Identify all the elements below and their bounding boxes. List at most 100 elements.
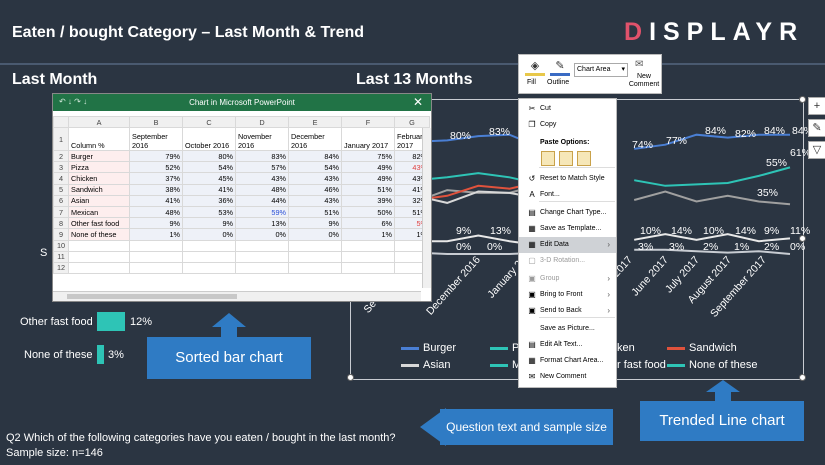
category-cell[interactable]: Other fast food [68,217,130,230]
value-cell[interactable]: 54% [182,161,236,174]
value-cell[interactable]: 75% [341,149,395,163]
value-cell[interactable]: 37% [129,172,183,185]
empty-cell[interactable] [235,239,289,252]
category-cell[interactable]: Asian [68,194,130,207]
header-cell[interactable]: January 2017 [341,127,395,151]
value-cell[interactable]: 51% [288,205,342,219]
column-header[interactable]: A [68,116,130,128]
value-cell[interactable]: 49% [341,172,395,185]
menu-item-save-as-template[interactable]: ▦ Save as Template... [519,221,616,237]
value-cell[interactable]: 79% [129,149,183,163]
value-cell[interactable]: 46% [288,183,342,196]
value-cell[interactable]: 1% [394,228,430,241]
value-cell[interactable]: 84% [288,149,342,163]
outline-label[interactable]: Outline [547,79,570,86]
row-header[interactable]: 5 [53,183,69,196]
chart-element-dropdown[interactable]: Chart Area ▾ [574,63,628,77]
category-cell[interactable]: None of these [68,228,130,241]
horizontal-scrollbar[interactable] [53,291,421,301]
value-cell[interactable]: 38% [129,183,183,196]
category-cell[interactable]: Chicken [68,172,130,185]
empty-cell[interactable] [182,239,236,252]
chart-styles-icon[interactable]: ✎ [808,119,825,137]
value-cell[interactable]: 43% [394,161,430,174]
header-cell[interactable]: September 2016 [129,127,183,151]
value-cell[interactable]: 48% [129,205,183,219]
chart-filter-icon[interactable]: ▽ [808,141,825,159]
row-header[interactable]: 3 [53,161,69,174]
category-cell[interactable]: Burger [68,149,130,163]
menu-item-group[interactable]: ▣ Group › [519,271,616,287]
paste-options-icons[interactable] [541,151,591,168]
fill-label[interactable]: Fill [527,79,536,86]
row-header[interactable]: 4 [53,172,69,185]
empty-cell[interactable] [235,261,289,275]
value-cell[interactable]: 54% [288,161,342,174]
empty-cell[interactable] [68,261,130,275]
outline-icon[interactable]: ✎ [550,59,570,76]
value-cell[interactable]: 32% [394,194,430,207]
value-cell[interactable]: 45% [182,172,236,185]
value-cell[interactable]: 80% [182,149,236,163]
value-cell[interactable]: 43% [288,194,342,207]
value-cell[interactable]: 43% [235,172,289,185]
spreadsheet-grid[interactable]: A B C D E F G 1 Column % September 2016 October 20… [53,116,430,275]
menu-item-3-d-rotation[interactable]: ▢ 3-D Rotation... [519,253,616,269]
header-cell[interactable]: October 2016 [182,127,236,151]
value-cell[interactable]: 41% [129,194,183,207]
resize-handle[interactable] [347,374,354,381]
value-cell[interactable]: 53% [182,205,236,219]
row-header[interactable]: 8 [53,217,69,230]
resize-handle[interactable] [799,96,806,103]
value-cell[interactable]: 44% [235,194,289,207]
value-cell[interactable]: 59% [235,205,289,219]
row-header[interactable]: 10 [53,239,69,252]
value-cell[interactable]: 13% [235,217,289,230]
close-icon[interactable]: ✕ [412,95,423,109]
value-cell[interactable]: 43% [288,172,342,185]
value-cell[interactable]: 1% [129,228,183,241]
context-menu[interactable]: ✂ Cut ❐ Copy Paste Options: ↺ Reset to Match S… [518,98,617,388]
empty-cell[interactable] [68,239,130,252]
column-header[interactable]: F [341,116,395,128]
menu-item-send-to-back[interactable]: ▣ Send to Back › [519,303,616,319]
empty-cell[interactable] [288,239,342,252]
row-header[interactable]: 12 [53,261,69,275]
value-cell[interactable]: 5% [394,217,430,230]
column-header[interactable]: E [288,116,342,128]
header-cell[interactable]: December 2016 [288,127,342,151]
value-cell[interactable]: 0% [182,228,236,241]
add-element-icon[interactable]: + [808,97,825,115]
row-header[interactable]: 7 [53,205,69,219]
empty-cell[interactable] [288,261,342,275]
value-cell[interactable]: 41% [182,183,236,196]
menu-item-new-comment[interactable]: ✉ New Comment [519,369,616,385]
value-cell[interactable]: 48% [235,183,289,196]
empty-cell[interactable] [129,261,183,275]
row-header[interactable]: 6 [53,194,69,207]
header-cell[interactable]: Column % [68,127,130,151]
value-cell[interactable]: 6% [341,217,395,230]
category-cell[interactable]: Pizza [68,161,130,174]
value-cell[interactable]: 39% [341,194,395,207]
empty-cell[interactable] [182,261,236,275]
menu-item-bring-to-front[interactable]: ▣ Bring to Front › [519,287,616,303]
value-cell[interactable]: 36% [182,194,236,207]
empty-cell[interactable] [129,239,183,252]
empty-cell[interactable] [341,261,395,275]
value-cell[interactable]: 83% [235,149,289,163]
row-header[interactable]: 11 [53,250,69,263]
new-comment-icon[interactable]: ✉ [635,59,644,70]
empty-cell[interactable] [341,250,395,263]
row-header[interactable]: 9 [53,228,69,241]
vertical-scrollbar[interactable] [422,128,431,288]
column-header[interactable] [53,116,69,128]
column-header[interactable]: B [129,116,183,128]
value-cell[interactable]: 51% [341,183,395,196]
value-cell[interactable]: 41% [394,183,430,196]
row-header[interactable]: 2 [53,149,69,163]
menu-item-edit-data[interactable]: ▦ Edit Data › [519,237,616,253]
new-comment-label[interactable]: New Comment [628,73,660,88]
empty-cell[interactable] [235,250,289,263]
menu-item-save-as-picture[interactable]: Save as Picture... [519,321,616,337]
